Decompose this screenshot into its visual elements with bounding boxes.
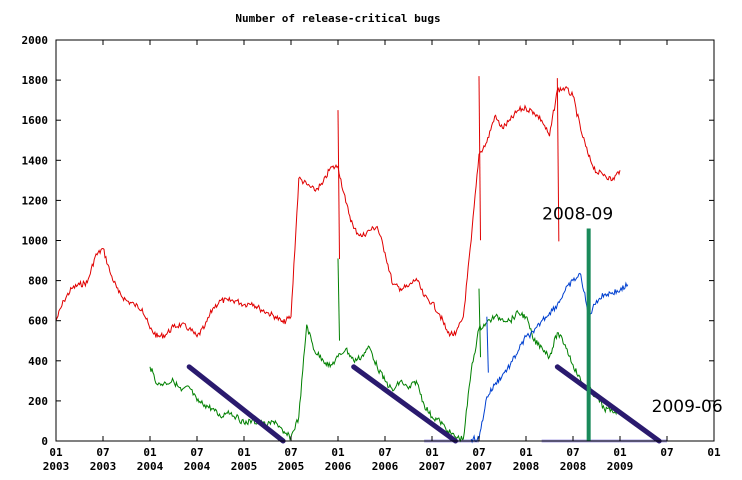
x-tick-year: 2005 <box>231 460 258 473</box>
x-tick-year: 2008 <box>560 460 587 473</box>
freeze-markers: 2008-09 2009-06 <box>542 204 723 441</box>
x-tick-year: 2009 <box>607 460 634 473</box>
x-tick-month: 01 <box>49 446 63 459</box>
series-spike <box>486 316 489 373</box>
x-tick-month: 07 <box>378 446 391 459</box>
series-group <box>55 76 629 444</box>
x-tick-year: 2007 <box>466 460 493 473</box>
x-tick-month: 07 <box>190 446 203 459</box>
y-tick-label: 1800 <box>22 74 49 87</box>
x-tick-month: 01 <box>143 446 157 459</box>
x-tick-month: 01 <box>237 446 251 459</box>
y-axis: 0 200 400 600 800 1000 1200 1400 1600 1800 2000 <box>22 34 714 448</box>
series-line-1 <box>55 85 621 339</box>
x-tick-month: 07 <box>284 446 297 459</box>
x-tick-year: 2003 <box>43 460 70 473</box>
x-tick-year: 2005 <box>278 460 305 473</box>
x-axis: 0120030720030120040720040120050720050120… <box>43 40 721 473</box>
x-tick-month: 01 <box>519 446 533 459</box>
x-tick-year: 2008 <box>513 460 540 473</box>
x-tick-year: 2006 <box>325 460 352 473</box>
x-tick-month: 01 <box>707 446 721 459</box>
x-tick-year: 2007 <box>419 460 446 473</box>
release-line <box>186 364 286 444</box>
x-tick-month: 01 <box>331 446 345 459</box>
y-tick-label: 400 <box>28 355 48 368</box>
x-tick-month: 07 <box>566 446 579 459</box>
y-tick-label: 1200 <box>22 194 49 207</box>
y-tick-label: 1400 <box>22 154 49 167</box>
series-spike <box>337 110 340 260</box>
series-line-3 <box>470 272 629 444</box>
series-spike <box>556 78 560 242</box>
y-tick-label: 800 <box>28 275 48 288</box>
y-tick-label: 1000 <box>22 235 49 248</box>
x-tick-month: 07 <box>660 446 673 459</box>
y-tick-label: 600 <box>28 315 48 328</box>
release-lines <box>186 364 662 444</box>
x-tick-year: 2004 <box>137 460 164 473</box>
x-tick-year: 2006 <box>372 460 399 473</box>
series-spike <box>478 288 481 358</box>
release-marker-label: 2009-06 <box>652 397 723 417</box>
y-tick-label: 1600 <box>22 114 49 127</box>
x-tick-month: 07 <box>96 446 109 459</box>
series-spike <box>478 76 481 241</box>
x-tick-month: 01 <box>425 446 439 459</box>
chart-title: Number of release-critical bugs <box>235 12 440 25</box>
freeze-marker-label: 2008-09 <box>542 204 613 224</box>
y-tick-label: 0 <box>41 435 48 448</box>
series-spike <box>337 258 340 341</box>
x-tick-month: 01 <box>613 446 627 459</box>
y-tick-label: 2000 <box>22 34 49 47</box>
series-line-2 <box>149 309 621 443</box>
x-tick-year: 2003 <box>90 460 117 473</box>
x-tick-month: 07 <box>472 446 485 459</box>
release-line <box>351 364 458 444</box>
release-line <box>554 364 662 444</box>
x-tick-year: 2004 <box>184 460 211 473</box>
y-tick-label: 200 <box>28 395 48 408</box>
